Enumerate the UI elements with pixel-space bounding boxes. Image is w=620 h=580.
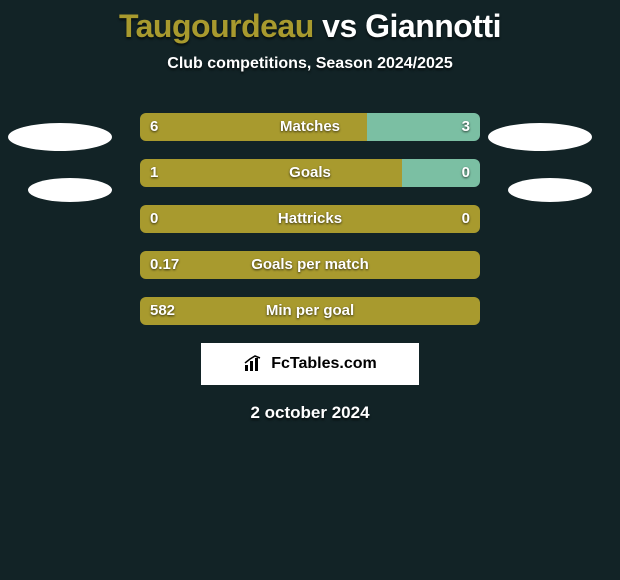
stat-row: 0.17Goals per match <box>0 251 620 279</box>
comparison-title: Taugourdeau vs Giannotti <box>0 0 620 45</box>
player-left-name: Taugourdeau <box>119 8 314 44</box>
avatar-placeholder <box>508 178 592 202</box>
source-logo: FcTables.com <box>201 343 419 385</box>
stat-row: 00Hattricks <box>0 205 620 233</box>
stat-label: Goals per match <box>140 251 480 279</box>
avatar-placeholder <box>28 178 112 202</box>
avatar-placeholder <box>488 123 592 151</box>
subtitle: Club competitions, Season 2024/2025 <box>0 55 620 73</box>
player-right-name: Giannotti <box>365 8 501 44</box>
logo-text: FcTables.com <box>271 355 377 373</box>
avatar-placeholder <box>8 123 112 151</box>
stat-row: 582Min per goal <box>0 297 620 325</box>
date-label: 2 october 2024 <box>0 403 620 423</box>
stat-label: Min per goal <box>140 297 480 325</box>
vs-separator: vs <box>314 8 365 44</box>
stat-label: Goals <box>140 159 480 187</box>
bar-chart-icon <box>243 355 265 373</box>
stat-label: Matches <box>140 113 480 141</box>
stat-label: Hattricks <box>140 205 480 233</box>
